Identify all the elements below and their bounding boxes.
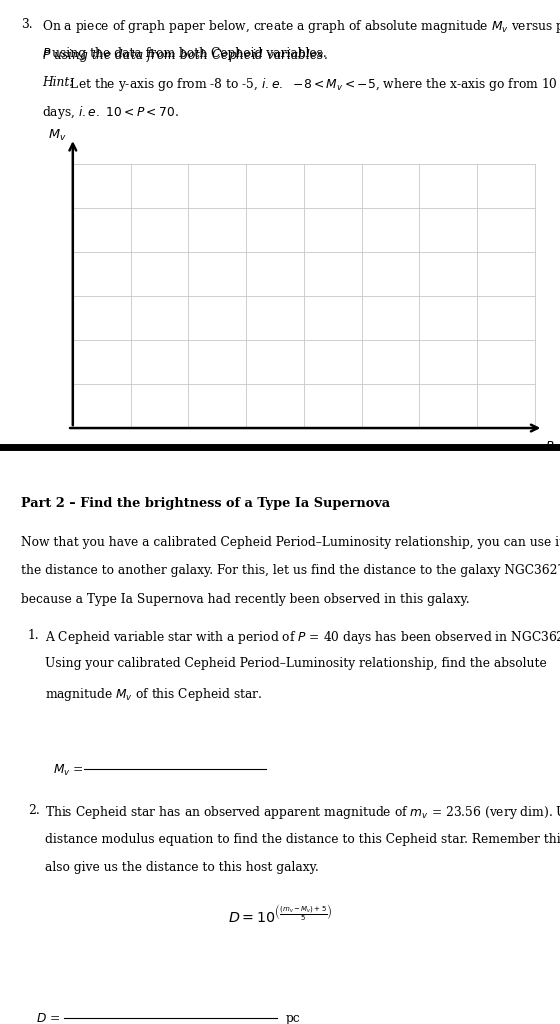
Text: Using your calibrated Cepheid Period–Luminosity relationship, find the absolute: Using your calibrated Cepheid Period–Lum… <box>45 657 547 671</box>
Text: days, $i.e.$ $10 < P < 70$.: days, $i.e.$ $10 < P < 70$. <box>42 104 179 122</box>
Text: $M_v$ =: $M_v$ = <box>53 763 84 778</box>
Text: magnitude $M_v$ of this Cepheid star.: magnitude $M_v$ of this Cepheid star. <box>45 686 262 703</box>
Text: $D$ =: $D$ = <box>36 1012 60 1024</box>
Text: A Cepheid variable star with a period of $P$ = 40 days has been observed in NGC3: A Cepheid variable star with a period of… <box>45 629 560 646</box>
Text: Hint:: Hint: <box>42 76 73 89</box>
Text: also give us the distance to this host galaxy.: also give us the distance to this host g… <box>45 861 319 874</box>
Text: 3.: 3. <box>21 18 33 32</box>
Text: the distance to another galaxy. For this, let us find the distance to the galaxy: the distance to another galaxy. For this… <box>21 564 560 578</box>
Text: because a Type Ia Supernova had recently been observed in this galaxy.: because a Type Ia Supernova had recently… <box>21 593 470 606</box>
Text: $M_v$: $M_v$ <box>48 128 66 143</box>
Text: On a piece of graph paper below, create a graph of absolute magnitude $M_v$ vers: On a piece of graph paper below, create … <box>42 18 560 36</box>
Text: pc: pc <box>286 1012 300 1024</box>
Text: Let the y-axis go from -8 to -5, $i.e.$  $-8 < M_v < -5$, where the x-axis go fr: Let the y-axis go from -8 to -5, $i.e.$ … <box>66 76 560 93</box>
Text: $P$ using the data from both Cepheid variables.: $P$ using the data from both Cepheid var… <box>42 47 328 65</box>
Text: $P$: $P$ <box>545 440 554 454</box>
Text: distance modulus equation to find the distance to this Cepheid star. Remember th: distance modulus equation to find the di… <box>45 833 560 846</box>
Text: $D = 10^{\left(\frac{(m_v - M_v)+5}{5}\right)}$: $D = 10^{\left(\frac{(m_v - M_v)+5}{5}\r… <box>228 904 332 926</box>
Text: 1.: 1. <box>28 629 40 642</box>
Text: using the data from both Cepheid variables.: using the data from both Cepheid variabl… <box>52 47 327 60</box>
Text: 2.: 2. <box>28 804 40 817</box>
Text: Part 2 – Find the brightness of a Type Ia Supernova: Part 2 – Find the brightness of a Type I… <box>21 497 390 510</box>
Text: $P$: $P$ <box>42 47 52 60</box>
Text: Now that you have a calibrated Cepheid Period–Luminosity relationship, you can u: Now that you have a calibrated Cepheid P… <box>21 536 560 549</box>
Text: This Cepheid star has an observed apparent magnitude of $m_v$ = 23.56 (very dim): This Cepheid star has an observed appare… <box>45 804 560 821</box>
